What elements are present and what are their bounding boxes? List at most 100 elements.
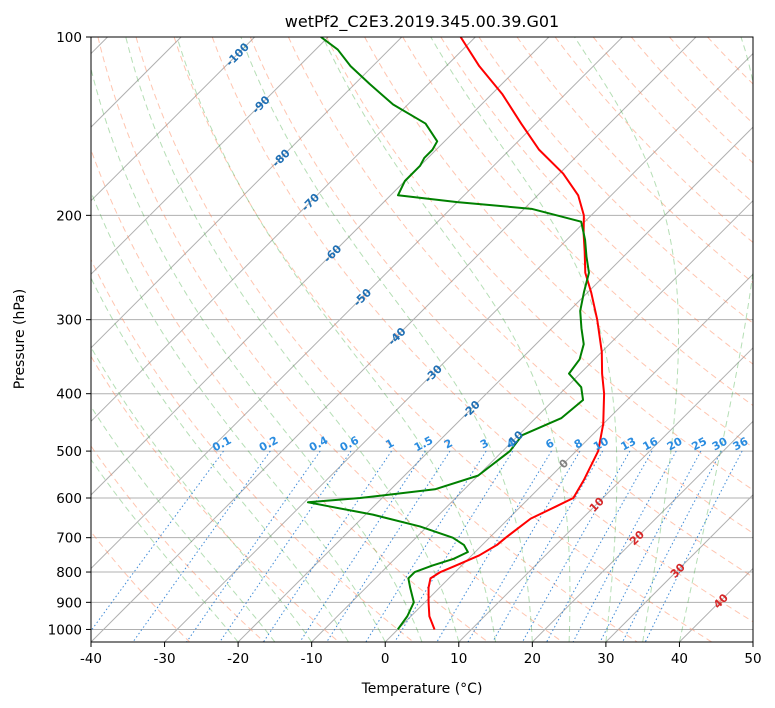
mixing-ratio-line [263, 450, 392, 642]
mixing-ratio-label: 36 [731, 435, 751, 454]
dry-adiabat [135, 37, 638, 642]
mixing-ratio-label: 2 [442, 436, 455, 451]
moist-adiabat [91, 458, 239, 642]
moist-adiabat [574, 37, 680, 642]
x-tick-label: -10 [301, 651, 323, 667]
temperature-profile-line [427, 37, 606, 630]
mixing-ratio-line [522, 450, 631, 642]
dry-adiabat [97, 37, 563, 642]
isotherm-line [91, 37, 329, 275]
mixing-ratio-line [622, 450, 722, 642]
dry-adiabat [592, 37, 753, 204]
moist-adiabat [91, 66, 423, 642]
x-tick-label: -40 [80, 651, 102, 667]
mixing-ratio-label: 13 [619, 435, 639, 454]
isotherm-line [164, 52, 753, 642]
x-tick-label: 10 [450, 651, 467, 667]
dry-adiabat [478, 37, 753, 324]
plot-area: 0.1 0.2 0.4 0.6 1 1.5 2 3 4 6 8 10 13 16 20 25 30 36-100-… [48, 30, 762, 667]
y-tick-label: 400 [56, 387, 82, 403]
isotherm-line [458, 347, 753, 642]
dry-adiabat [707, 37, 753, 85]
isotherm-line [237, 126, 753, 642]
x-tick-label: 0 [381, 651, 390, 667]
isotherm-line [384, 273, 753, 642]
plot-clip-group [91, 37, 753, 642]
mixing-ratio-label: 10 [591, 435, 611, 454]
dry-adiabat [669, 37, 753, 125]
isotherm-line [605, 494, 753, 642]
moist-adiabat [322, 37, 571, 642]
mixing-ratio-line [644, 450, 743, 642]
y-tick-label: 100 [56, 30, 82, 46]
dry-adiabat [249, 37, 753, 578]
dry-adiabat [91, 531, 191, 642]
isotherm-line [752, 641, 753, 642]
y-axis-label: Pressure (hPa) [12, 289, 28, 389]
mixing-ratio-line [467, 450, 581, 642]
mixing-ratio-label: 16 [641, 435, 661, 454]
dry-adiabat [211, 37, 753, 623]
mixing-ratio-label: 6 [543, 436, 556, 451]
y-tick-label: 900 [56, 595, 82, 611]
y-tick-label: 800 [56, 565, 82, 581]
axes-frame [90, 36, 754, 643]
moist-adiabat [91, 190, 386, 642]
isotherm-line [91, 37, 476, 423]
isotherm-line [91, 37, 623, 570]
moist-adiabat [430, 37, 618, 642]
mixing-ratio-line [326, 450, 451, 642]
dry-adiabat [440, 37, 753, 365]
x-tick-label: 40 [671, 651, 688, 667]
x-axis-label: Temperature (°C) [361, 681, 483, 697]
dry-adiabat [326, 37, 753, 491]
isotherm-line [91, 37, 403, 349]
dewpoint-profile-line [306, 37, 590, 631]
mixing-ratio-line [219, 450, 352, 642]
chart-title: wetPf2_C2E3.2019.345.00.39.G01 [285, 12, 559, 32]
isotherm-line [91, 37, 256, 202]
isotherm-line [91, 37, 697, 642]
y-tick-label: 500 [56, 444, 82, 460]
moist-adiabat [125, 37, 460, 642]
mixing-ratio-line [572, 450, 677, 642]
dry-adiabat [91, 258, 414, 642]
dry-adiabat [402, 37, 753, 407]
x-tick-label: 20 [524, 651, 541, 667]
moist-adiabat [240, 37, 533, 642]
moist-adiabat [176, 37, 497, 642]
x-tick-label: 30 [597, 651, 614, 667]
x-tick-label: -30 [154, 651, 176, 667]
mixing-ratio-line [186, 450, 321, 642]
mixing-ratio-line [492, 450, 604, 642]
mixing-ratio-label: 25 [689, 435, 709, 454]
mixing-ratio-line [91, 450, 224, 632]
dry-adiabat [173, 37, 713, 642]
dry-adiabat [91, 445, 265, 642]
mixing-ratio-line [599, 450, 702, 642]
y-tick-label: 300 [56, 313, 82, 329]
mixing-ratio-line [394, 450, 514, 642]
x-tick-label: -20 [227, 651, 249, 667]
x-tick-label: 50 [744, 651, 761, 667]
isotherm-line [531, 420, 753, 642]
y-tick-label: 700 [56, 531, 82, 547]
dry-adiabat [287, 37, 753, 534]
dry-adiabat [91, 355, 340, 642]
y-tick-label: 200 [56, 208, 82, 224]
dry-adiabat [554, 37, 753, 244]
y-tick-label: 1000 [48, 622, 82, 638]
isotherm-line [91, 37, 550, 496]
dry-adiabat [91, 148, 489, 642]
mixing-ratio-label: 30 [710, 435, 730, 454]
isotherm-line [311, 199, 753, 642]
moist-adiabat [678, 37, 753, 642]
mixing-ratio-line [546, 450, 653, 642]
isotherm-line [679, 567, 753, 642]
y-tick-label: 600 [56, 491, 82, 507]
moist-adiabat [91, 405, 276, 642]
moist-adiabat [91, 346, 313, 642]
moist-adiabat [91, 276, 349, 642]
